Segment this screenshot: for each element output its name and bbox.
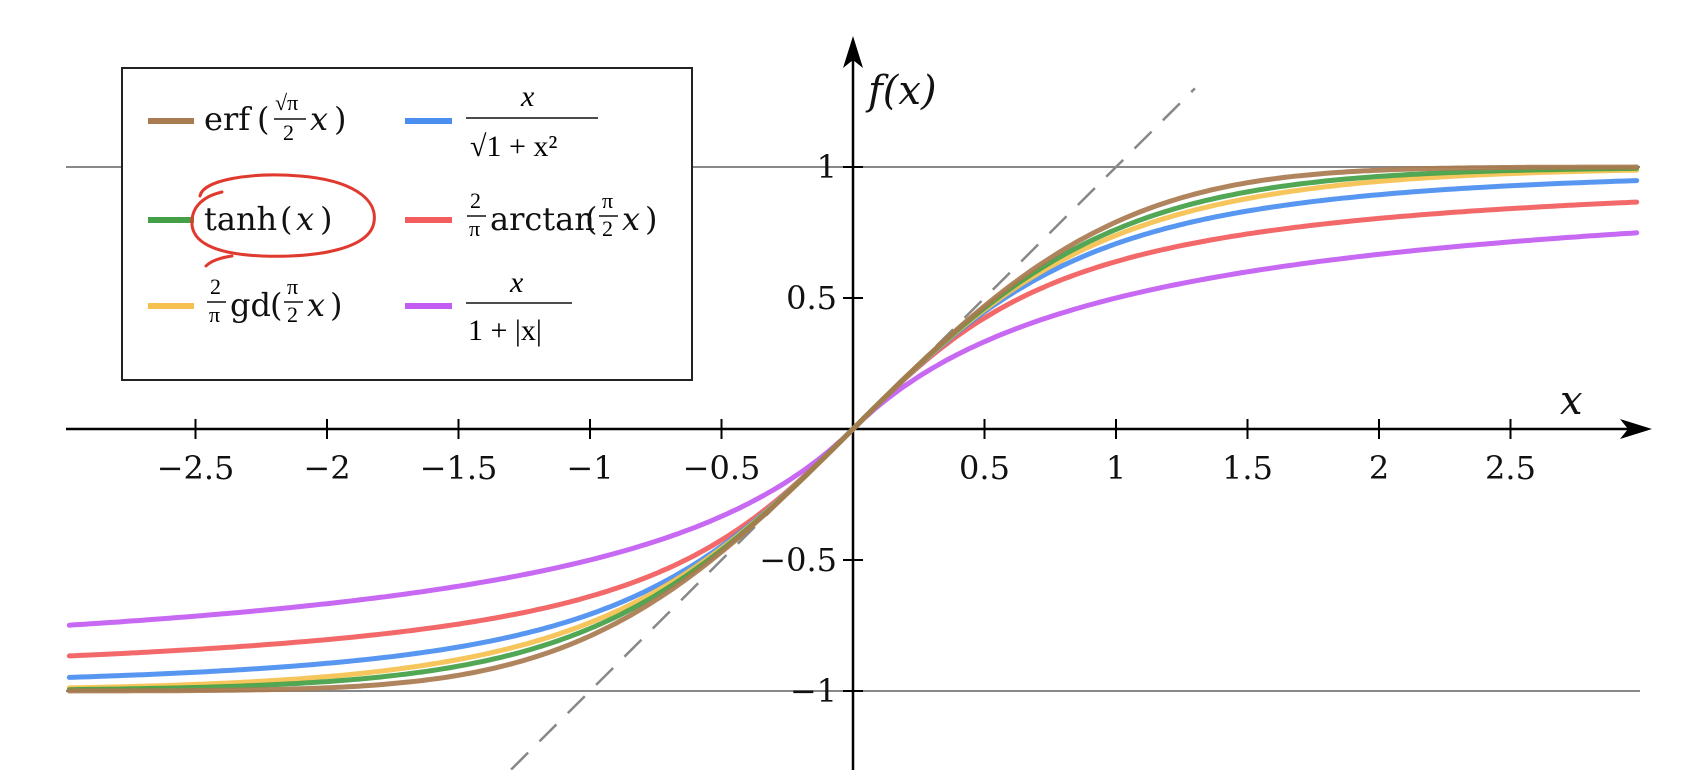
y-axis-label: f(x) bbox=[865, 68, 937, 114]
series-line-erf bbox=[66, 164, 1640, 694]
legend-label-erf: erf bbox=[204, 100, 252, 138]
x-tick-label: 2.5 bbox=[1485, 449, 1536, 487]
y-tick-label: −1 bbox=[790, 672, 837, 710]
legend-item-arctan: 2 π arctan ( π 2 x ) bbox=[405, 188, 657, 241]
legend-label-arctan: arctan bbox=[490, 200, 595, 238]
legend-paren-open-tanh: ( bbox=[280, 200, 292, 238]
x-tick-label: −1.5 bbox=[420, 449, 498, 487]
x-axis-label: x bbox=[1560, 378, 1583, 424]
annotation-circle bbox=[190, 173, 376, 258]
legend-num-algebraic: x bbox=[520, 80, 535, 113]
legend-paren-open-arctan: ( bbox=[585, 200, 597, 238]
legend-coef-num-arctan: 2 bbox=[470, 188, 481, 213]
legend-arg-num-erf: √π bbox=[275, 90, 298, 115]
legend-arg-den-gd: 2 bbox=[287, 302, 298, 327]
legend-var-arctan: x bbox=[622, 200, 640, 238]
x-tick-label: −1 bbox=[566, 449, 613, 487]
legend-item-tanh: tanh ( x ) bbox=[148, 200, 332, 238]
legend-paren-close-arctan: ) bbox=[645, 200, 657, 238]
legend-arg-num-arctan: π bbox=[602, 188, 613, 213]
legend-label-gd: gd bbox=[230, 286, 271, 324]
legend-var-gd: x bbox=[307, 286, 325, 324]
legend-var-tanh: x bbox=[296, 200, 314, 238]
legend-coef-num-gd: 2 bbox=[210, 274, 221, 299]
y-tick-label: 1 bbox=[817, 148, 837, 186]
x-tick-label: 0.5 bbox=[959, 449, 1010, 487]
legend-den-softsign: 1 + |x| bbox=[468, 314, 542, 347]
legend-coef-den-arctan: π bbox=[469, 216, 480, 241]
y-tick-label: 0.5 bbox=[786, 279, 837, 317]
x-axis-arrow bbox=[1620, 419, 1652, 439]
x-tick-label: 1 bbox=[1106, 449, 1126, 487]
legend-label-tanh: tanh bbox=[204, 200, 277, 238]
legend-paren-close-tanh: ) bbox=[320, 200, 332, 238]
x-tick-label: −2.5 bbox=[157, 449, 235, 487]
legend-den-algebraic: √1 + x² bbox=[470, 130, 557, 163]
legend: erf ( √π 2 x ) tanh ( x ) 2 π gd ( π 2 bbox=[121, 67, 693, 381]
x-tick-label: 2 bbox=[1369, 449, 1389, 487]
legend-paren-close-erf: ) bbox=[334, 100, 346, 138]
x-tick-label: 1.5 bbox=[1222, 449, 1273, 487]
legend-arg-den-arctan: 2 bbox=[602, 216, 613, 241]
y-tick-label: −0.5 bbox=[759, 541, 837, 579]
legend-num-softsign: x bbox=[509, 266, 524, 299]
curves bbox=[66, 164, 1640, 694]
x-tick-label: −0.5 bbox=[683, 449, 761, 487]
y-axis-arrow bbox=[843, 36, 863, 68]
legend-arg-num-gd: π bbox=[287, 274, 298, 299]
ticks: −2.5 −2 −1.5 −1 −0.5 0.5 1 1.5 2 2.5 −1 −0.5 0.5 1 bbox=[157, 148, 1536, 710]
legend-paren-open-gd: ( bbox=[270, 286, 282, 324]
legend-item-erf: erf ( √π 2 x ) bbox=[148, 90, 346, 145]
x-tick-label: −2 bbox=[303, 449, 350, 487]
legend-var-erf: x bbox=[310, 100, 328, 138]
legend-coef-den-gd: π bbox=[209, 302, 220, 327]
legend-paren-open-erf: ( bbox=[257, 100, 269, 138]
legend-item-gd: 2 π gd ( π 2 x ) bbox=[148, 274, 342, 327]
legend-item-softsign: x 1 + |x| bbox=[405, 266, 572, 347]
legend-item-algebraic: x √1 + x² bbox=[405, 80, 598, 163]
legend-arg-den-erf: 2 bbox=[283, 120, 294, 145]
annotation-tail bbox=[204, 254, 234, 268]
legend-paren-close-gd: ) bbox=[330, 286, 342, 324]
